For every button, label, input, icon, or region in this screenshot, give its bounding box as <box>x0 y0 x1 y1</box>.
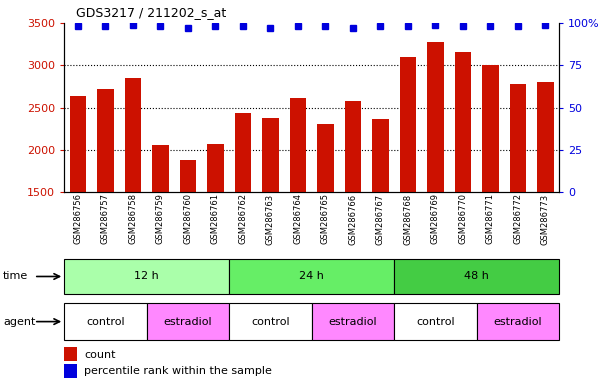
Bar <box>537 82 554 192</box>
Bar <box>394 303 477 340</box>
Bar <box>64 259 229 294</box>
Bar <box>510 84 526 192</box>
Text: estradiol: estradiol <box>164 316 212 327</box>
Text: time: time <box>3 271 28 281</box>
Bar <box>64 364 77 378</box>
Bar <box>207 144 224 192</box>
Bar <box>372 119 389 192</box>
Text: agent: agent <box>3 316 35 327</box>
Text: control: control <box>416 316 455 327</box>
Bar <box>64 347 77 361</box>
Bar <box>482 65 499 192</box>
Text: 48 h: 48 h <box>464 271 489 281</box>
Bar <box>394 259 559 294</box>
Bar <box>312 303 394 340</box>
Bar <box>455 52 471 192</box>
Bar <box>477 303 559 340</box>
Bar <box>345 101 361 192</box>
Bar <box>180 160 196 192</box>
Text: count: count <box>84 349 116 360</box>
Text: percentile rank within the sample: percentile rank within the sample <box>84 366 272 376</box>
Text: GDS3217 / 211202_s_at: GDS3217 / 211202_s_at <box>76 6 227 19</box>
Bar <box>235 113 251 192</box>
Text: control: control <box>251 316 290 327</box>
Bar <box>64 303 147 340</box>
Bar <box>125 78 141 192</box>
Bar <box>317 124 334 192</box>
Bar <box>229 303 312 340</box>
Text: control: control <box>86 316 125 327</box>
Bar <box>97 89 114 192</box>
Bar <box>427 43 444 192</box>
Text: 12 h: 12 h <box>134 271 159 281</box>
Bar <box>229 259 394 294</box>
Bar <box>70 96 86 192</box>
Bar <box>262 118 279 192</box>
Text: estradiol: estradiol <box>329 316 377 327</box>
Bar <box>400 57 416 192</box>
Bar <box>147 303 229 340</box>
Bar <box>152 145 169 192</box>
Text: 24 h: 24 h <box>299 271 324 281</box>
Text: estradiol: estradiol <box>494 316 542 327</box>
Bar <box>290 98 306 192</box>
